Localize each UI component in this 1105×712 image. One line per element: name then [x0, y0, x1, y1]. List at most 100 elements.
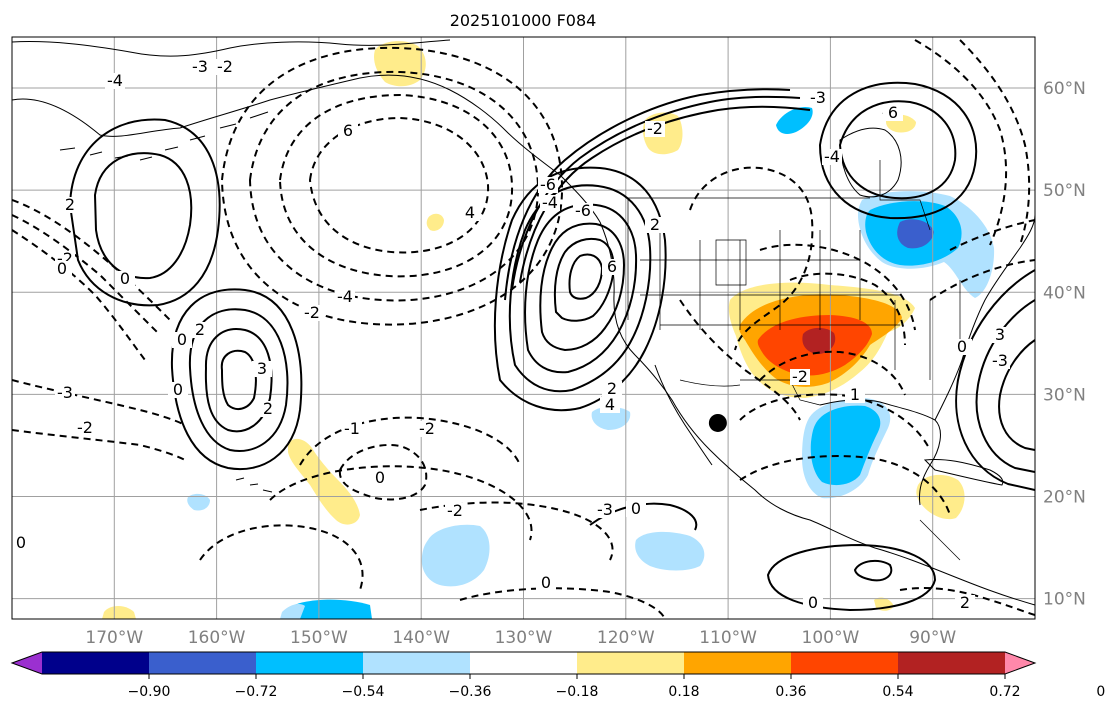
contour-solid — [853, 559, 893, 582]
colorbar: −0.90 −0.72 −0.54 −0.36 −0.18 0.18 0.36 0.54 0.7… — [10, 651, 1105, 700]
contour-label: 0 — [957, 337, 967, 356]
contour-label: 3 — [995, 325, 1005, 344]
colorbar-tick-label: −0.36 — [449, 684, 492, 700]
contour-label: -4 — [107, 71, 123, 90]
map-frame — [11, 36, 1036, 620]
coastline-cuba — [923, 459, 1004, 486]
contour-solid — [838, 100, 957, 200]
latitude-tick-label: 40°N — [1043, 283, 1086, 303]
longitude-tick-label: 160°W — [188, 628, 246, 648]
longitude-tick-label: 120°W — [597, 628, 655, 648]
shade-cool-pacific-bottom — [288, 599, 372, 619]
contour-label-bg — [302, 305, 322, 321]
contour-dashed — [12, 199, 171, 321]
contour-label-bg — [536, 575, 556, 591]
colorbar-tick-label: 0.18 — [668, 684, 699, 700]
contour-solid — [553, 237, 615, 322]
contour-label-bg — [105, 73, 125, 89]
longitude-tick-label: 130°W — [495, 628, 553, 648]
contour-label: 2 — [607, 379, 617, 398]
contour-label-bg — [540, 195, 560, 211]
shade-warm-plains-darkred — [802, 327, 836, 354]
contour-dashed — [759, 350, 906, 396]
colorbar-tick-label: 0.54 — [882, 684, 913, 700]
contour-label-bg — [600, 397, 620, 413]
contour-dashed — [739, 455, 951, 516]
contour-label-bg — [602, 381, 622, 397]
contour-label: 2 — [65, 195, 75, 214]
colorbar-tick-label: 0.90 — [1096, 684, 1105, 700]
colorbar-segment — [256, 652, 364, 674]
contour-dashed — [299, 416, 521, 466]
contour-solid — [170, 288, 303, 471]
longitude-labels: 170°W 160°W 150°W 140°W 130°W 120°W 110°W 100°W… — [85, 628, 956, 648]
longitude-tick-label: 170°W — [85, 628, 143, 648]
shade-cool-baja-south — [635, 531, 705, 571]
black-dot-marker — [708, 413, 727, 432]
contour-dashed — [899, 587, 1035, 616]
contour-label: -2 — [419, 419, 435, 438]
map-area — [12, 37, 1035, 619]
shade-warm-hawaii-ne — [288, 438, 360, 525]
contour-label-bg — [803, 595, 823, 611]
contour-dashed — [739, 393, 931, 451]
coastline-baja — [654, 364, 713, 466]
contour-dashed — [278, 93, 514, 278]
colorbar-tick-label: −0.72 — [235, 684, 278, 700]
contour-label-bg — [258, 401, 278, 417]
contour-label-bg — [252, 361, 272, 377]
coastline-hudson — [839, 127, 902, 198]
contour-dashed — [959, 39, 1031, 246]
latitude-tick-label: 10°N — [1043, 590, 1086, 610]
contour-label: 4 — [605, 395, 615, 414]
coastline-alaska-north — [12, 39, 451, 57]
contour-dashed — [199, 524, 364, 591]
longitude-tick-label: 150°W — [290, 628, 348, 648]
contour-label: -2 — [217, 57, 233, 76]
contour-label: -3 — [57, 383, 73, 402]
longitude-tick-label: 90°W — [909, 628, 956, 648]
contour-label-bg — [60, 197, 80, 213]
contour-label-bg — [990, 353, 1010, 369]
contour-label-bg — [370, 470, 390, 486]
shade-cool-pacific-bottom-light — [280, 604, 305, 619]
contour-dashed — [949, 219, 1035, 251]
shade-warm-pacific-south — [102, 606, 136, 619]
contour-label-bg — [952, 339, 972, 355]
longitude-tick-label: 140°W — [392, 628, 450, 648]
contour-label: 0 — [177, 330, 187, 349]
contour-label-bg — [342, 421, 362, 437]
contour-label: 2 — [960, 593, 970, 612]
contour-label-bg — [645, 217, 665, 233]
contour-dashed — [914, 39, 1008, 246]
contour-label-bg — [338, 123, 358, 139]
contour-solid — [955, 269, 1035, 491]
colorbar-segment — [363, 652, 471, 674]
colorbar-extend-low — [12, 652, 42, 674]
coastline-hawaii — [235, 477, 273, 493]
contour-label: -3 — [192, 57, 208, 76]
contour-dashed — [12, 214, 161, 336]
colorbar-segment — [791, 652, 899, 674]
contour-label-bg — [990, 327, 1010, 343]
contour-label: 0 — [120, 269, 130, 288]
contour-label-bg — [52, 261, 72, 277]
colorbar-outline — [10, 651, 1037, 675]
colorbar-tick-label: 0.72 — [989, 684, 1020, 700]
contour-label: 6 — [607, 257, 617, 276]
contour-label-bg — [445, 503, 465, 519]
contour-dashed — [689, 166, 814, 351]
contour-label-bg — [417, 421, 437, 437]
contour-label-bg — [172, 332, 192, 348]
contour-label: -3 — [992, 351, 1008, 370]
contour-label-bg — [168, 382, 188, 398]
contour-label-bg — [645, 121, 665, 137]
contour-dashed — [759, 243, 916, 331]
colorbar-segment — [470, 652, 578, 674]
contour-dashed — [248, 70, 540, 302]
contour-label-bg — [190, 59, 210, 75]
contour-label: -2 — [792, 367, 808, 386]
contour-label-bg — [808, 90, 828, 106]
contour-dashed — [929, 259, 1035, 301]
contour-solid — [204, 328, 273, 433]
